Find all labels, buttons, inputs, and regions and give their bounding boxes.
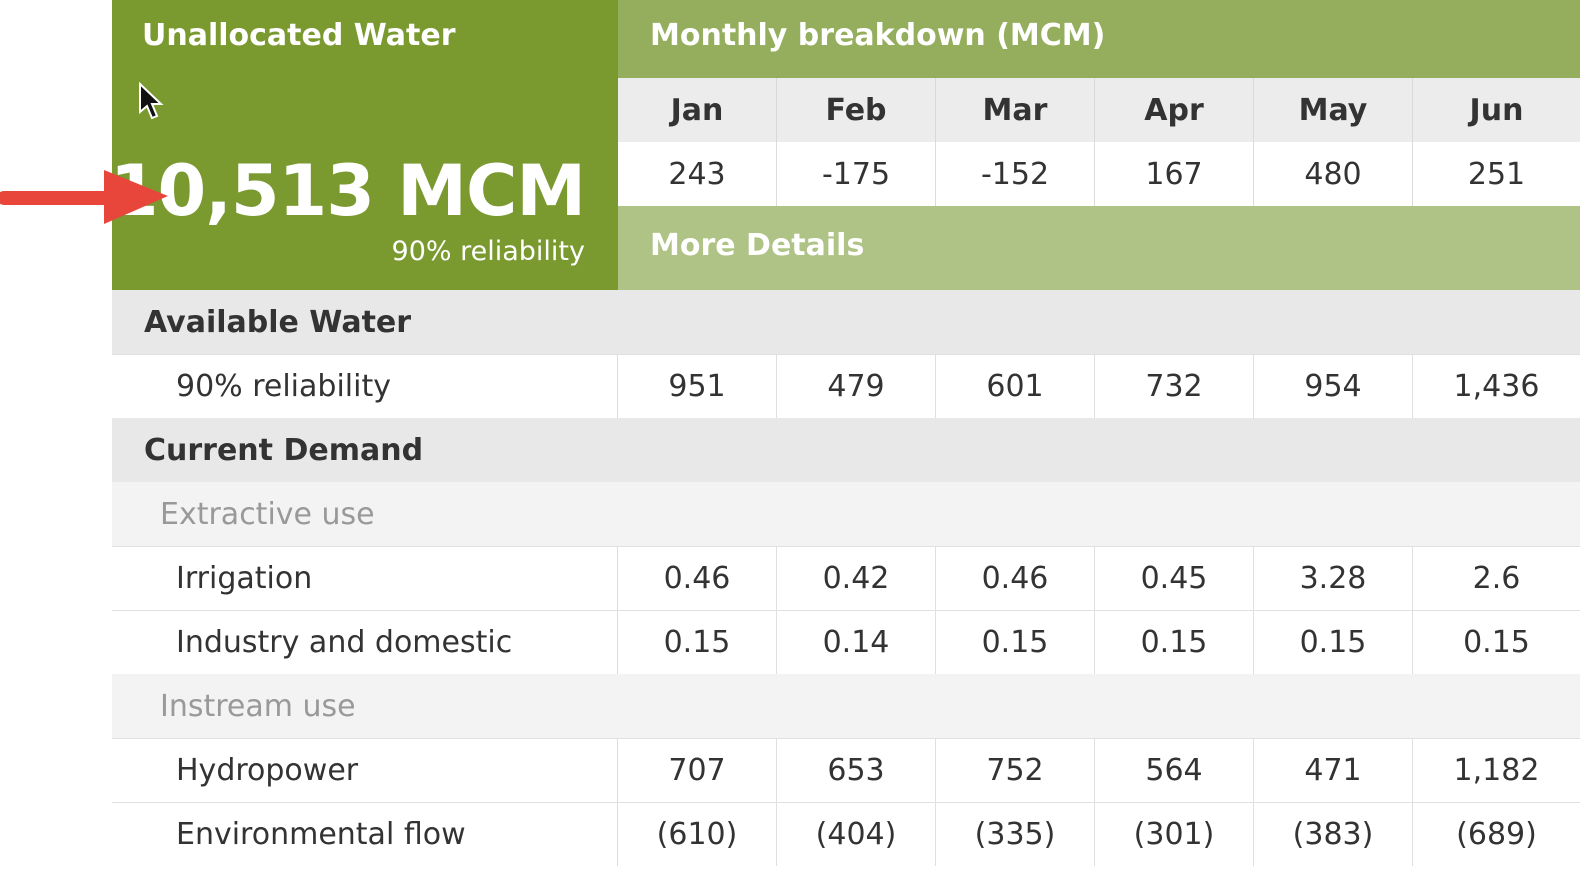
table-cell: 752 xyxy=(936,739,1095,802)
monthly-value: -152 xyxy=(936,142,1095,206)
row-label: Hydropower xyxy=(112,739,618,802)
group-label: Instream use xyxy=(160,688,356,724)
table-cell: 0.15 xyxy=(1463,625,1530,660)
table-cell: 1,182 xyxy=(1453,753,1540,788)
table-row: Irrigation 0.46 0.42 0.46 0.45 3.28 2.6 xyxy=(112,546,1580,610)
table-cell: 954 xyxy=(1254,355,1413,418)
row-label: 90% reliability xyxy=(112,355,618,418)
table-row: 90% reliability 951 479 601 732 954 1,43… xyxy=(112,354,1580,418)
table-row: Environmental flow (610) (404) (335) (30… xyxy=(112,802,1580,866)
monthly-value: -175 xyxy=(777,142,936,206)
table-cell: 707 xyxy=(618,739,777,802)
monthly-unallocated-row: 243 -175 -152 167 480 251 xyxy=(618,142,1580,206)
table-row: Hydropower 707 653 752 564 471 1,182 xyxy=(112,738,1580,802)
group-extractive-use: Extractive use xyxy=(112,482,1580,546)
table-cell: 0.46 xyxy=(936,547,1095,610)
table-cell: (404) xyxy=(777,803,936,866)
section-label: Available Water xyxy=(144,304,412,340)
table-cell: 2.6 xyxy=(1472,561,1521,596)
table-row: Industry and domestic 0.15 0.14 0.15 0.1… xyxy=(112,610,1580,674)
month-header: Mar xyxy=(936,78,1095,142)
section-label: Current Demand xyxy=(144,432,424,468)
section-available-water: Available Water xyxy=(112,290,1580,354)
table-cell: 0.42 xyxy=(777,547,936,610)
table-cell: 3.28 xyxy=(1254,547,1413,610)
monthly-breakdown-title: Monthly breakdown (MCM) xyxy=(650,18,1106,53)
month-header: Feb xyxy=(777,78,936,142)
monthly-breakdown-header: Monthly breakdown (MCM) xyxy=(618,0,1580,78)
table-cell: 653 xyxy=(777,739,936,802)
table-cell: 1,436 xyxy=(1453,369,1540,404)
table-cell: 732 xyxy=(1095,355,1254,418)
table-cell: (383) xyxy=(1254,803,1413,866)
table-cell: 0.15 xyxy=(618,611,777,674)
table-cell: 0.46 xyxy=(618,547,777,610)
group-instream-use: Instream use xyxy=(112,674,1580,738)
month-header: Jun xyxy=(1469,92,1524,128)
monthly-value: 480 xyxy=(1254,142,1413,206)
group-label: Extractive use xyxy=(160,496,375,532)
table-cell: (610) xyxy=(618,803,777,866)
monthly-value: 167 xyxy=(1095,142,1254,206)
table-cell: 564 xyxy=(1095,739,1254,802)
table-cell: 479 xyxy=(777,355,936,418)
unallocated-water-panel: Unallocated Water 10,513 MCM 90% reliabi… xyxy=(109,0,618,290)
table-cell: 0.15 xyxy=(1095,611,1254,674)
more-details-button[interactable]: More Details xyxy=(618,206,1580,290)
summary-title: Unallocated Water xyxy=(142,18,456,53)
month-header-row: Jan Feb Mar Apr May Jun xyxy=(618,78,1580,142)
month-header: May xyxy=(1254,78,1413,142)
table-cell: 951 xyxy=(618,355,777,418)
month-header: Apr xyxy=(1095,78,1254,142)
month-header: Jan xyxy=(618,78,777,142)
monthly-value: 251 xyxy=(1467,156,1526,192)
monthly-value: 243 xyxy=(618,142,777,206)
water-dashboard: Unallocated Water 10,513 MCM 90% reliabi… xyxy=(109,0,1580,874)
table-cell: 0.14 xyxy=(777,611,936,674)
details-table: Available Water 90% reliability 951 479 … xyxy=(112,290,1580,866)
row-label: Industry and domestic xyxy=(112,611,618,674)
table-cell: 0.45 xyxy=(1095,547,1254,610)
table-cell: 471 xyxy=(1254,739,1413,802)
row-label: Irrigation xyxy=(112,547,618,610)
table-cell: 0.15 xyxy=(1254,611,1413,674)
table-cell: 0.15 xyxy=(936,611,1095,674)
row-label: Environmental flow xyxy=(112,803,618,866)
table-cell: (335) xyxy=(936,803,1095,866)
reliability-label: 90% reliability xyxy=(391,236,585,267)
red-arrow-icon xyxy=(0,170,168,224)
table-cell: (301) xyxy=(1095,803,1254,866)
more-details-label: More Details xyxy=(650,228,865,263)
table-cell: (689) xyxy=(1456,817,1537,852)
unallocated-water-value: 10,513 MCM xyxy=(109,150,586,232)
section-current-demand: Current Demand xyxy=(112,418,1580,482)
mouse-pointer-icon xyxy=(139,82,164,120)
table-cell: 601 xyxy=(936,355,1095,418)
